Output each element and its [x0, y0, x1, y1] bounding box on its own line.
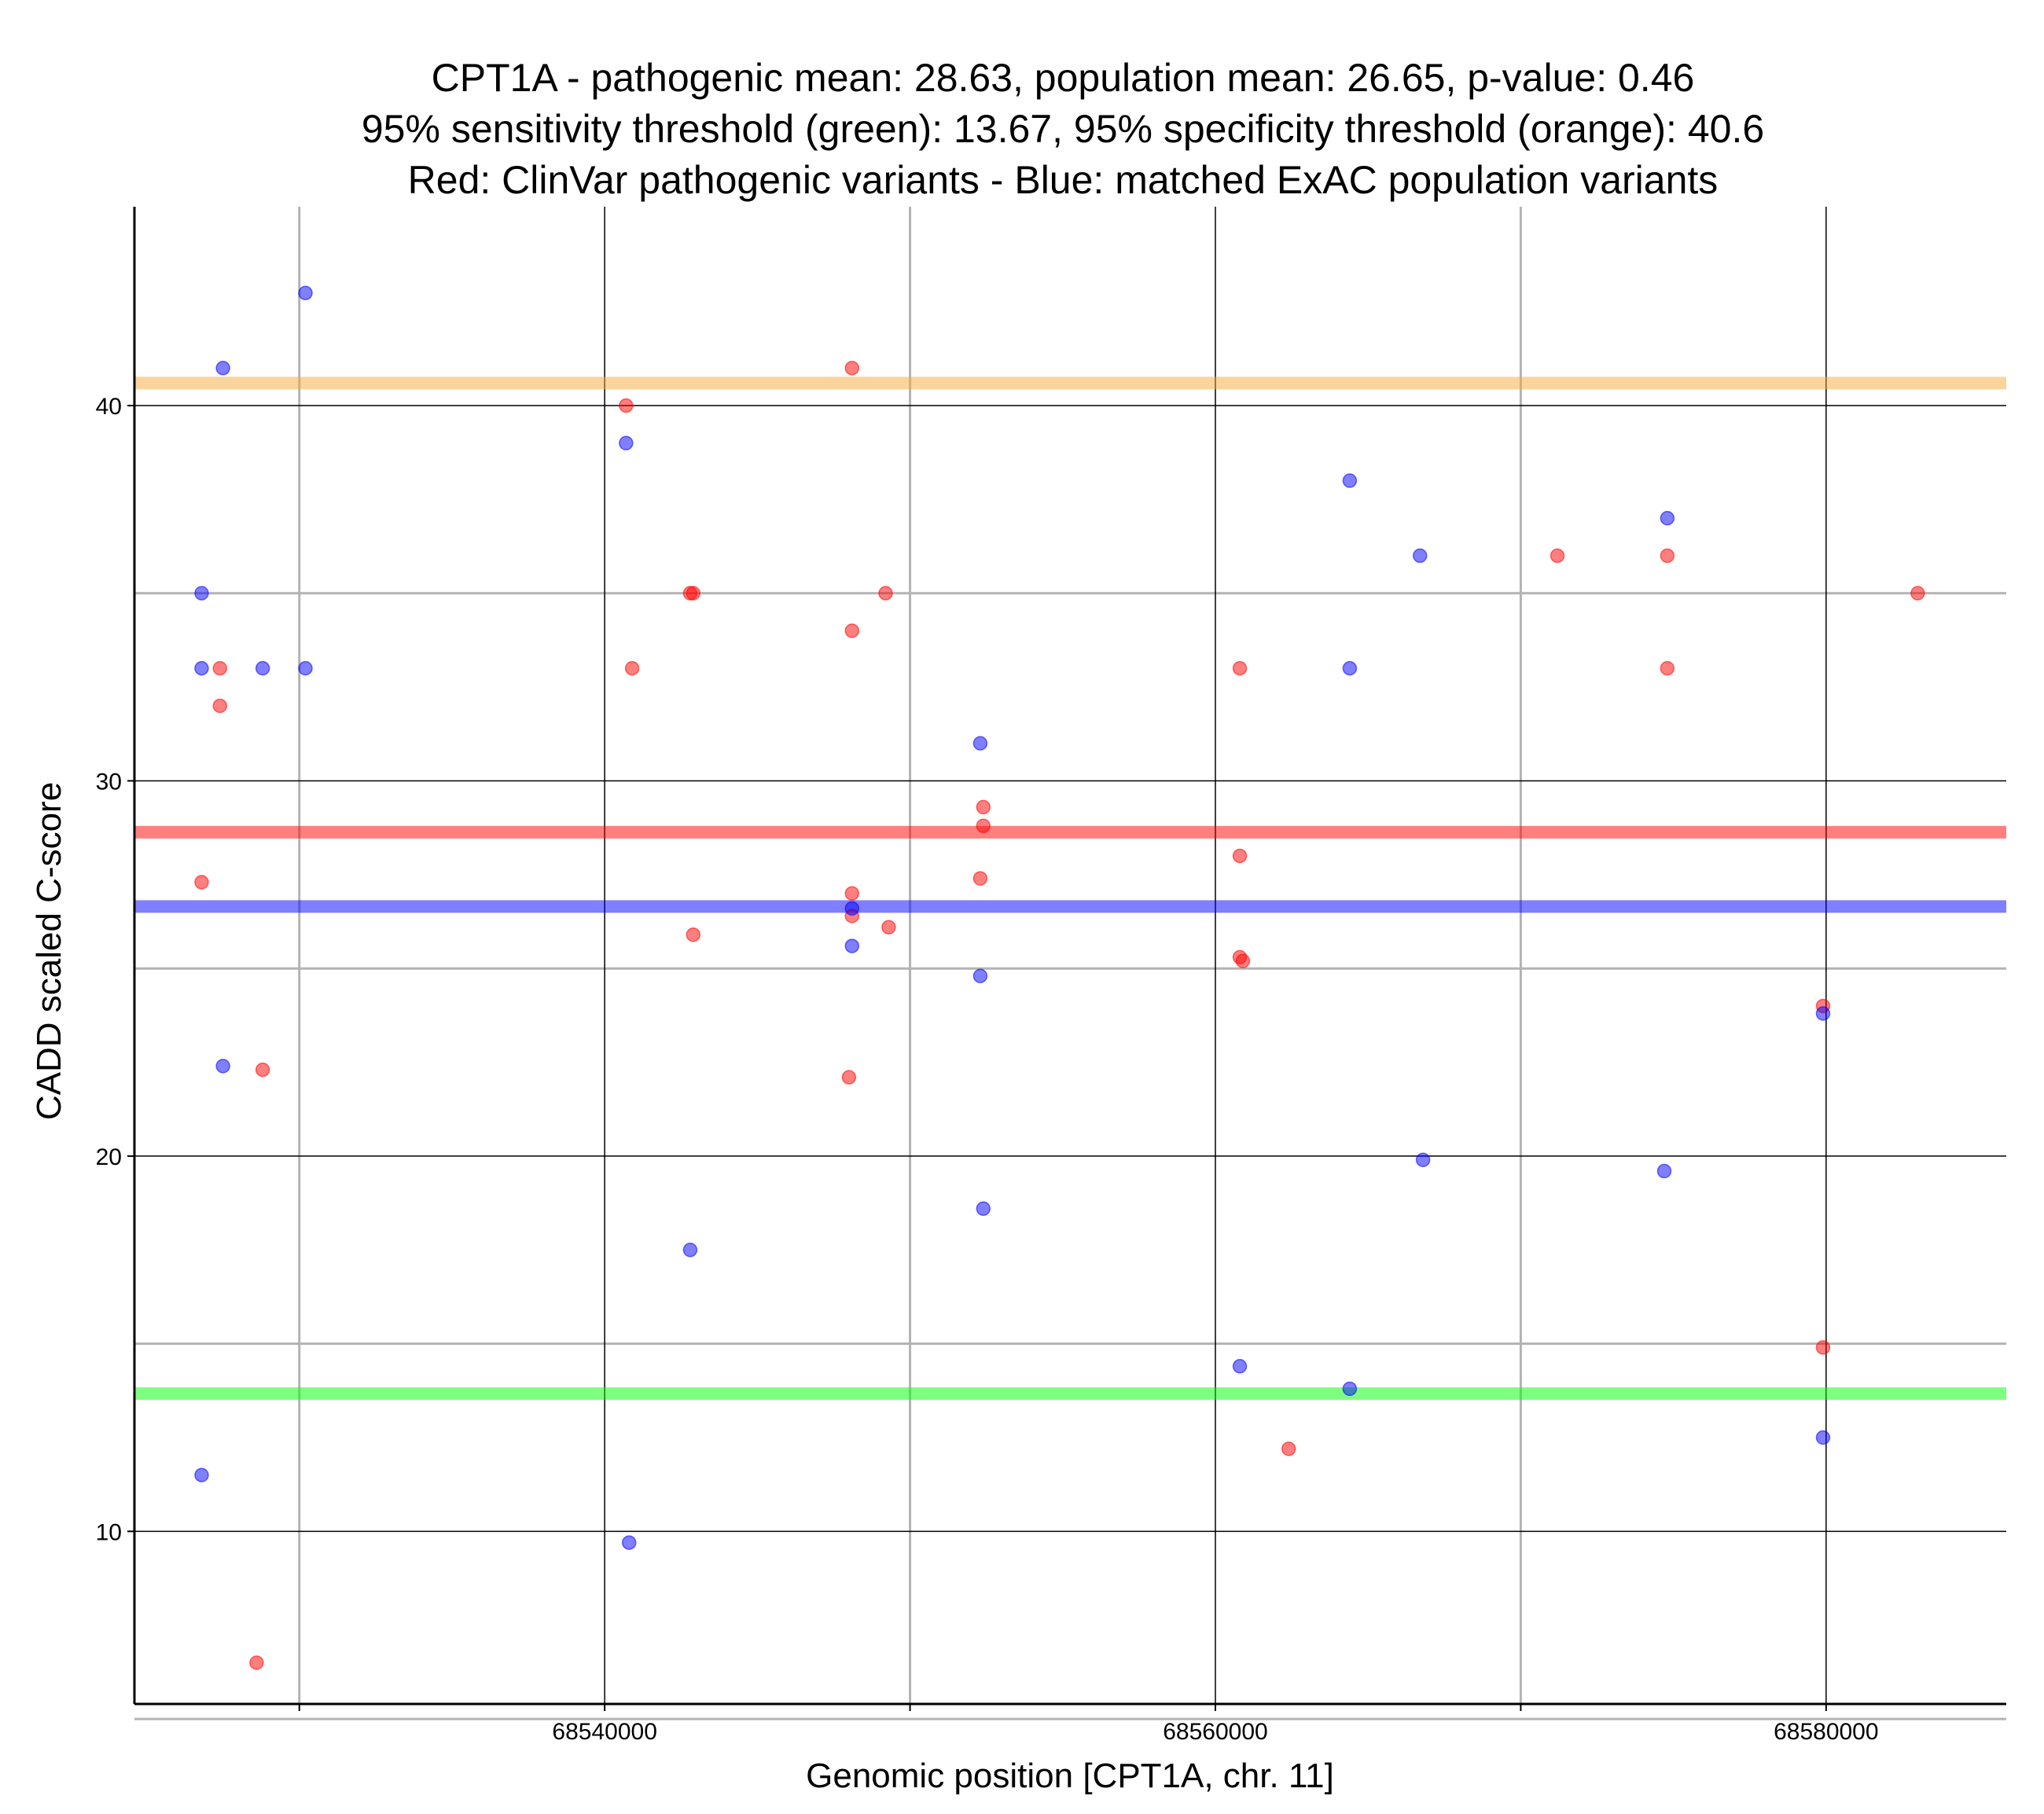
pathogenic-point — [976, 799, 991, 815]
y-tick-label: 30 — [96, 769, 122, 795]
population-point — [215, 361, 230, 376]
population-point — [1232, 1359, 1248, 1374]
y-tick-label: 10 — [96, 1519, 122, 1545]
pathogenic-point — [881, 920, 896, 935]
population-point — [1656, 1163, 1672, 1179]
population-point — [976, 1201, 991, 1217]
x-axis-label: Genomic position [CPT1A, chr. 11] — [806, 1757, 1334, 1795]
pathogenic-point — [844, 886, 860, 901]
pathogenic-point — [619, 398, 634, 413]
pathogenic-point — [255, 1062, 270, 1078]
title-line-1: CPT1A - pathogenic mean: 28.63, populati… — [432, 56, 1695, 100]
x-tick-label: 68560000 — [1163, 1719, 1267, 1745]
pathogenic-point — [1660, 548, 1675, 564]
population-point — [215, 1059, 230, 1074]
population-point — [298, 285, 313, 301]
major-gridlines — [134, 207, 2006, 1704]
pathogenic-point — [1235, 953, 1251, 968]
y-tick-label: 40 — [96, 394, 122, 420]
chart-title: CPT1A - pathogenic mean: 28.63, populati… — [362, 56, 1764, 202]
y-axis-label: CADD scaled C-score — [30, 782, 68, 1120]
population-point — [619, 435, 634, 451]
population-point — [1342, 661, 1358, 676]
population-point — [194, 661, 209, 676]
data-points — [194, 285, 1925, 1670]
pathogenic-point — [976, 818, 991, 834]
pathogenic-point — [686, 586, 701, 601]
pathogenic-point — [624, 661, 640, 676]
pathogenic-point — [844, 361, 860, 376]
reference-lines — [134, 376, 2006, 1401]
pathogenic-point — [1550, 548, 1565, 564]
pathogenic-point — [194, 875, 209, 890]
x-tick-label: 68540000 — [552, 1719, 656, 1745]
pathogenic-point — [1660, 661, 1675, 676]
y-tick-label: 20 — [96, 1144, 122, 1170]
pathogenic-point — [844, 623, 860, 638]
minor-gridlines — [134, 207, 2006, 1720]
population-point — [1815, 1006, 1831, 1021]
x-tick-label: 68580000 — [1774, 1719, 1878, 1745]
population-point — [972, 736, 988, 751]
pathogenic-point — [212, 698, 228, 714]
pathogenic-point — [1232, 848, 1248, 864]
axes — [133, 207, 2006, 1706]
pathogenic-point — [1281, 1441, 1296, 1456]
population-point — [1415, 1152, 1431, 1167]
population-point — [972, 968, 988, 984]
pathogenic-point — [212, 661, 228, 676]
population-point — [194, 1467, 209, 1483]
population-point — [255, 661, 270, 676]
population-point — [194, 586, 209, 601]
population-point — [1412, 548, 1428, 564]
pathogenic-point — [841, 1070, 857, 1085]
population-point — [1342, 473, 1358, 488]
population-point — [621, 1535, 637, 1550]
population-point — [298, 661, 313, 676]
pathogenic-point — [878, 586, 893, 601]
pathogenic-point — [1815, 1340, 1831, 1355]
pathogenic-point — [1910, 586, 1925, 601]
y-axis-ticks: 10 20 30 40 — [96, 394, 134, 1545]
population-point — [1815, 1430, 1831, 1445]
pathogenic-point — [972, 871, 988, 886]
title-line-2: 95% sensitivity threshold (green): 13.67… — [362, 107, 1764, 151]
title-line-3: Red: ClinVar pathogenic variants - Blue:… — [408, 158, 1719, 202]
population-point — [682, 1243, 698, 1258]
pathogenic-point — [249, 1655, 264, 1670]
population-point — [1342, 1381, 1358, 1397]
population-point — [844, 938, 860, 953]
pathogenic-point — [1232, 661, 1248, 676]
pathogenic-point — [686, 927, 701, 942]
population-point — [1660, 511, 1675, 526]
x-axis-ticks: 68540000 68560000 68580000 — [298, 1704, 1879, 1745]
population-point — [844, 901, 860, 916]
